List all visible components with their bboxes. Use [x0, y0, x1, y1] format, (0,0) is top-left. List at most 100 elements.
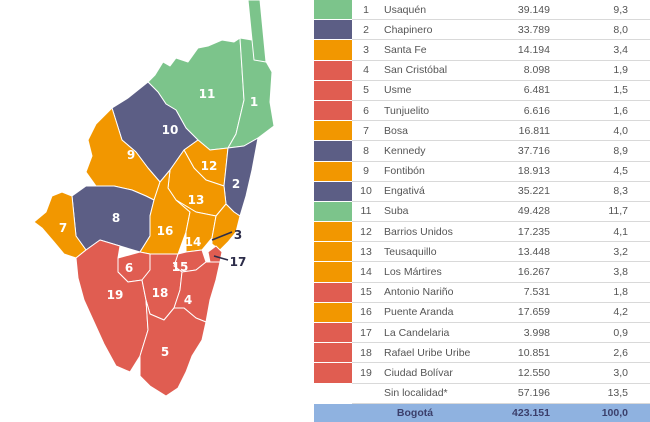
- row-percent: 4,5: [558, 161, 650, 182]
- row-number: 5: [352, 80, 380, 101]
- map-label-1: 1: [250, 95, 258, 109]
- map-label-10: 10: [162, 123, 179, 137]
- row-swatch: [314, 282, 352, 303]
- table-row: 8 Kennedy 37.716 8,9: [314, 140, 650, 162]
- total-row: Bogotá 423.151 100,0: [314, 403, 650, 422]
- row-number: 16: [352, 302, 380, 324]
- row-swatch: [314, 201, 352, 223]
- map-region-san-cristobal: [173, 261, 221, 323]
- row-locality: San Cristóbal: [380, 60, 478, 81]
- row-swatch: [314, 342, 352, 364]
- map-region-santa-fe: [211, 203, 241, 251]
- total-swatch: [314, 403, 352, 422]
- row-locality: Tunjuelito: [380, 100, 478, 122]
- row-number: 18: [352, 342, 380, 364]
- row-number: [352, 383, 380, 404]
- table-row: 14 Los Mártires 16.267 3,8: [314, 261, 650, 283]
- table-row: 19 Ciudad Bolívar 12.550 3,0: [314, 362, 650, 384]
- row-number: 2: [352, 19, 380, 41]
- row-population: 7.531: [478, 282, 558, 303]
- total-percent: 100,0: [558, 403, 650, 422]
- table-row: 12 Barrios Unidos 17.235 4,1: [314, 221, 650, 243]
- row-population: 39.149: [478, 0, 558, 21]
- row-population: 57.196: [478, 383, 558, 404]
- row-percent: 3,4: [558, 39, 650, 61]
- row-population: 3.998: [478, 322, 558, 344]
- map-label-5: 5: [161, 345, 169, 359]
- map-label-19: 19: [107, 288, 124, 302]
- row-locality: Rafael Uribe Uribe: [380, 342, 478, 364]
- row-percent: 4,1: [558, 221, 650, 243]
- row-percent: 9,3: [558, 0, 650, 21]
- row-locality: Los Mártires: [380, 261, 478, 283]
- row-swatch: [314, 261, 352, 283]
- row-population: 18.913: [478, 161, 558, 182]
- row-locality: Fontibón: [380, 161, 478, 182]
- row-percent: 1,5: [558, 80, 650, 101]
- row-population: 6.481: [478, 80, 558, 101]
- row-locality: Engativá: [380, 181, 478, 202]
- row-swatch: [314, 322, 352, 344]
- pointer-line-3: [211, 231, 233, 241]
- map-label-11: 11: [199, 87, 216, 101]
- map-region-usaquen-strip: [247, 0, 267, 63]
- row-swatch: [314, 39, 352, 61]
- table-row: 9 Fontibón 18.913 4,5: [314, 161, 650, 182]
- row-population: 6.616: [478, 100, 558, 122]
- row-number: 12: [352, 221, 380, 243]
- map-label-14: 14: [185, 235, 202, 249]
- row-swatch: [314, 383, 352, 404]
- table-row: 11 Suba 49.428 11,7: [314, 201, 650, 223]
- table-row: 18 Rafael Uribe Uribe 10.851 2,6: [314, 342, 650, 364]
- row-number: 6: [352, 100, 380, 122]
- row-swatch: [314, 19, 352, 41]
- row-locality: Sin localidad*: [380, 383, 478, 404]
- row-swatch: [314, 161, 352, 182]
- row-percent: 1,8: [558, 282, 650, 303]
- map-label-13: 13: [188, 193, 205, 207]
- row-swatch: [314, 120, 352, 142]
- table-row: 5 Usme 6.481 1,5: [314, 80, 650, 101]
- row-percent: 3,8: [558, 261, 650, 283]
- map-region-usme: [139, 299, 207, 397]
- table-row: 10 Engativá 35.221 8,3: [314, 181, 650, 202]
- row-locality: Usaquén: [380, 0, 478, 21]
- row-swatch: [314, 0, 352, 21]
- pointer-line-17: [213, 255, 229, 261]
- row-population: 10.851: [478, 342, 558, 364]
- map-region-chapinero: [223, 137, 259, 217]
- map-label-8: 8: [112, 211, 120, 225]
- row-population: 16.811: [478, 120, 558, 142]
- table-row: 3 Santa Fe 14.194 3,4: [314, 39, 650, 61]
- row-percent: 11,7: [558, 201, 650, 223]
- row-number: 7: [352, 120, 380, 142]
- map-label-9: 9: [127, 148, 135, 162]
- row-swatch: [314, 80, 352, 101]
- row-percent: 13,5: [558, 383, 650, 404]
- row-number: 14: [352, 261, 380, 283]
- row-swatch: [314, 60, 352, 81]
- row-locality: Suba: [380, 201, 478, 223]
- row-number: 17: [352, 322, 380, 344]
- row-number: 10: [352, 181, 380, 202]
- row-swatch: [314, 362, 352, 384]
- row-percent: 1,9: [558, 60, 650, 81]
- row-population: 8.098: [478, 60, 558, 81]
- row-population: 37.716: [478, 140, 558, 162]
- map-label-2: 2: [232, 177, 240, 191]
- table-row: 7 Bosa 16.811 4,0: [314, 120, 650, 142]
- row-population: 14.194: [478, 39, 558, 61]
- map-label-3: 3: [234, 228, 242, 242]
- table-row: 17 La Candelaria 3.998 0,9: [314, 322, 650, 344]
- map-label-6: 6: [125, 261, 133, 275]
- map-label-12: 12: [201, 159, 218, 173]
- row-percent: 8,0: [558, 19, 650, 41]
- map-label-7: 7: [59, 221, 67, 235]
- row-number: 9: [352, 161, 380, 182]
- row-locality: Santa Fe: [380, 39, 478, 61]
- row-population: 16.267: [478, 261, 558, 283]
- row-population: 17.235: [478, 221, 558, 243]
- row-percent: 8,3: [558, 181, 650, 202]
- row-swatch: [314, 302, 352, 324]
- row-swatch: [314, 241, 352, 263]
